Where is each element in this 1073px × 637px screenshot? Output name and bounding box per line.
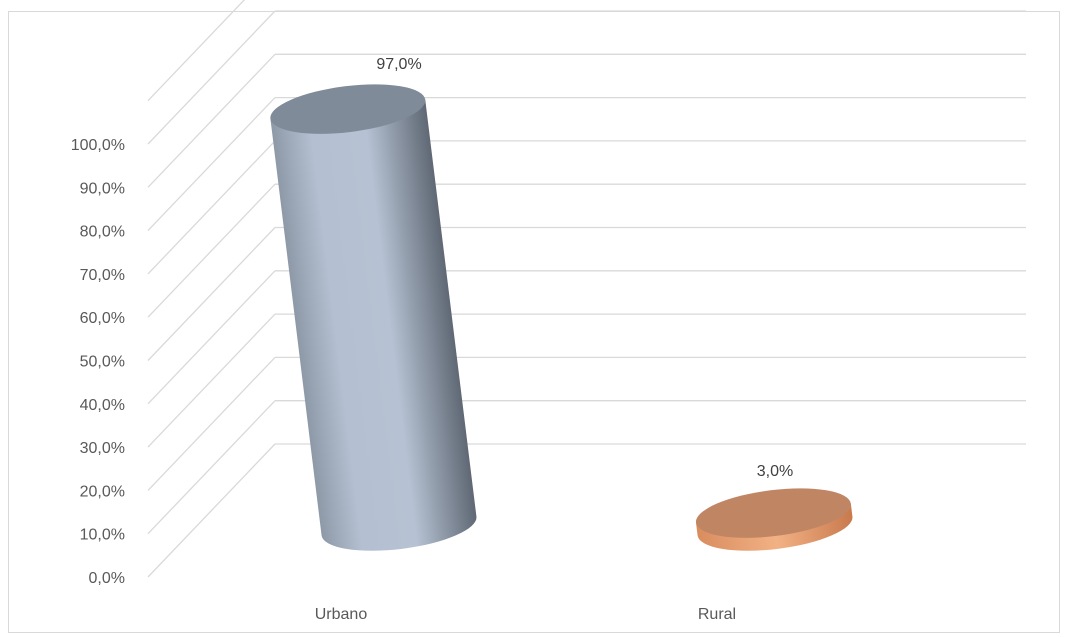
y-tick-label: 100,0% bbox=[71, 137, 125, 154]
y-tick-label: 90,0% bbox=[80, 180, 125, 197]
bar-rural bbox=[695, 488, 853, 551]
y-tick-label: 70,0% bbox=[80, 267, 125, 284]
data-label-urbano: 97,0% bbox=[376, 56, 421, 73]
y-tick-label: 30,0% bbox=[80, 440, 125, 457]
y-tick-label: 10,0% bbox=[80, 527, 125, 544]
y-tick-label: 50,0% bbox=[80, 354, 125, 371]
data-label-rural: 3,0% bbox=[757, 463, 793, 480]
gridline-side bbox=[147, 10, 276, 145]
y-axis-ticks: 0,0% 10,0% 20,0% 30,0% 40,0% 50,0% 60,0% 70,0% 8… bbox=[71, 137, 125, 587]
category-label-urbano: Urbano bbox=[315, 606, 368, 623]
bar-urbano-body bbox=[270, 99, 477, 551]
bar-urbano-top bbox=[270, 84, 426, 134]
labels: 97,0% Urbano 3,0% Rural bbox=[315, 56, 793, 623]
gridline-side bbox=[147, 400, 276, 535]
gridline-side bbox=[147, 270, 276, 405]
bars bbox=[270, 84, 853, 551]
y-tick-label: 0,0% bbox=[89, 570, 125, 587]
y-tick-label: 60,0% bbox=[80, 310, 125, 327]
bar-rural-top bbox=[695, 488, 851, 538]
gridlines bbox=[147, 0, 1026, 578]
category-label-rural: Rural bbox=[698, 606, 736, 623]
y-tick-label: 80,0% bbox=[80, 224, 125, 241]
gridline-side bbox=[147, 356, 276, 491]
gridline-side bbox=[147, 313, 276, 448]
bar-urbano bbox=[270, 84, 477, 551]
y-tick-label: 40,0% bbox=[80, 397, 125, 414]
y-tick-label: 20,0% bbox=[80, 483, 125, 500]
gridline-side bbox=[147, 140, 276, 275]
gridline-side bbox=[147, 0, 246, 102]
gridline-side bbox=[147, 53, 276, 188]
gridline-side bbox=[147, 227, 276, 361]
gridline-side bbox=[147, 183, 276, 318]
gridline-side bbox=[147, 97, 276, 232]
gridline-side bbox=[147, 443, 276, 578]
chart-frame bbox=[8, 11, 1060, 633]
